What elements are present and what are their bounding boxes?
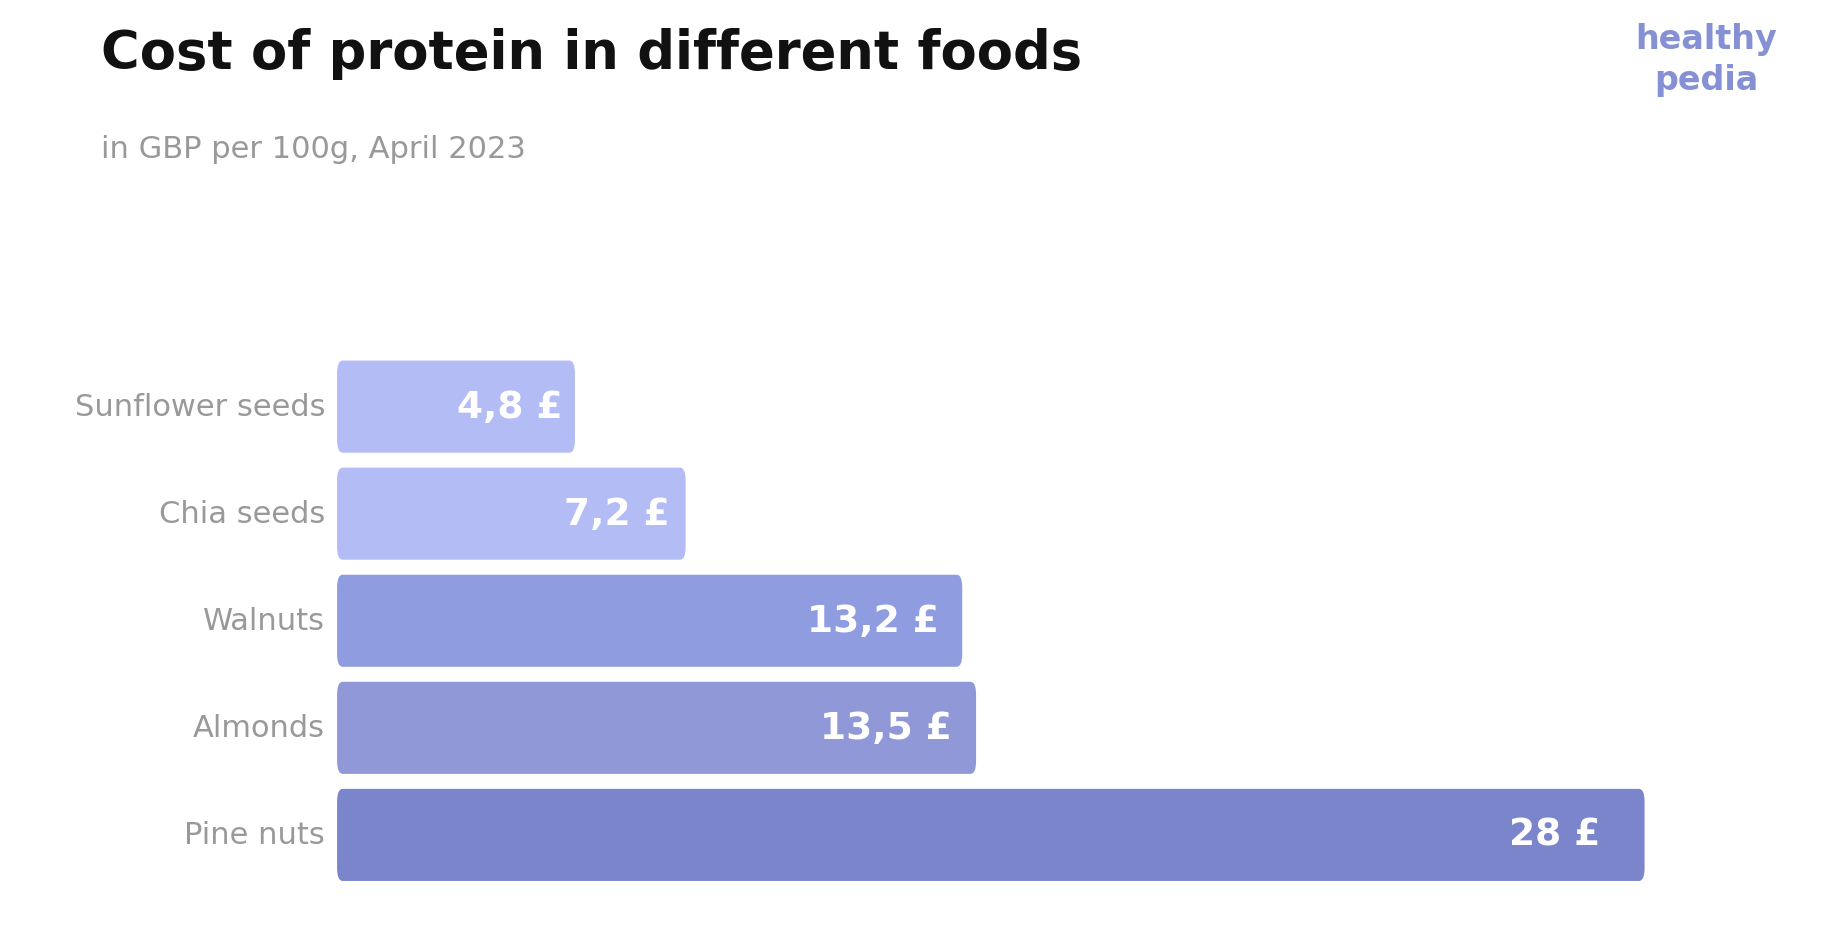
FancyBboxPatch shape	[337, 575, 962, 667]
FancyBboxPatch shape	[337, 362, 575, 453]
Text: 13,2 £: 13,2 £	[806, 603, 938, 639]
FancyBboxPatch shape	[337, 682, 976, 774]
FancyBboxPatch shape	[337, 789, 1645, 881]
Text: 4,8 £: 4,8 £	[458, 389, 562, 425]
Text: 7,2 £: 7,2 £	[564, 496, 671, 532]
Text: Pine nuts: Pine nuts	[185, 820, 324, 849]
Text: 13,5 £: 13,5 £	[821, 710, 953, 746]
Text: Sunflower seeds: Sunflower seeds	[75, 393, 324, 422]
Text: Cost of protein in different foods: Cost of protein in different foods	[101, 28, 1083, 80]
Text: in GBP per 100g, April 2023: in GBP per 100g, April 2023	[101, 134, 526, 163]
Text: Chia seeds: Chia seeds	[159, 500, 324, 528]
FancyBboxPatch shape	[337, 468, 685, 560]
Text: 28 £: 28 £	[1510, 817, 1601, 853]
Text: healthy
pedia: healthy pedia	[1636, 23, 1777, 97]
Text: Walnuts: Walnuts	[203, 606, 324, 636]
Text: Almonds: Almonds	[192, 714, 324, 743]
